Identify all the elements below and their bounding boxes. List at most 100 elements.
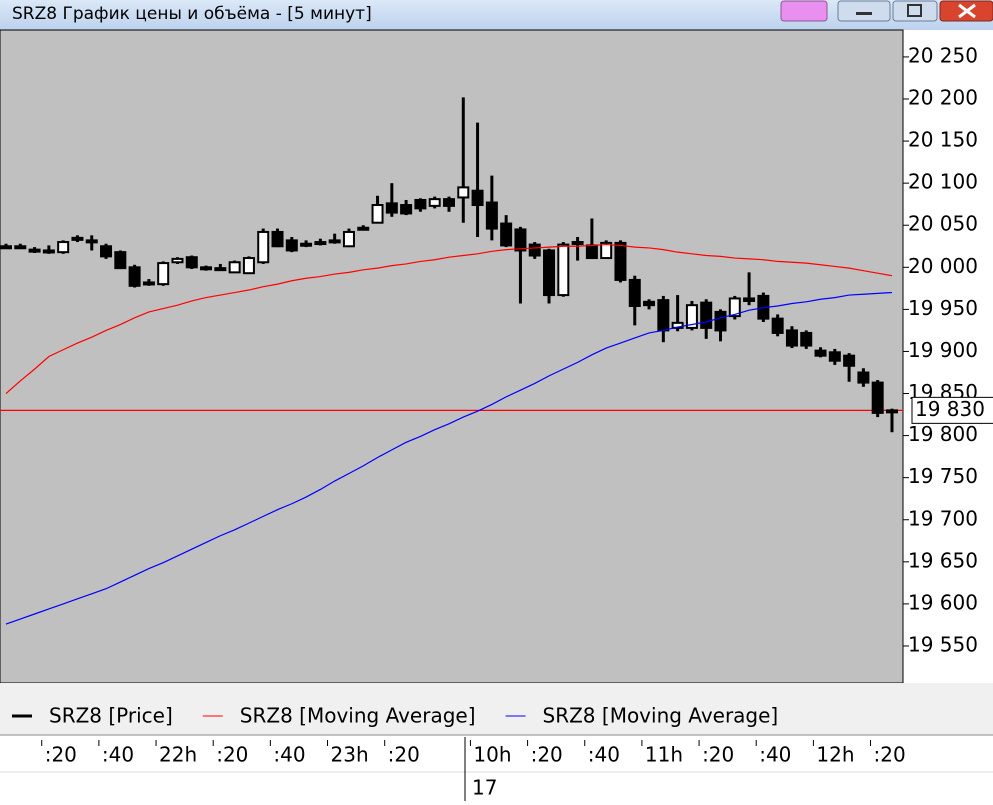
minimize-icon [856,12,872,15]
y-tick-label: 19 650 [908,548,978,572]
date-label: 17 [472,776,497,800]
maximize-button[interactable] [892,0,938,22]
candle-body [714,310,727,332]
candle-body [342,230,355,248]
candle-body [685,304,698,329]
maximize-icon [907,4,922,17]
candle-body [643,300,656,307]
minimize-button[interactable] [837,0,891,22]
candle-body [271,230,284,248]
candle-body [200,266,213,271]
candle-body [543,249,556,297]
y-tick-label: 19 800 [908,422,978,446]
candle-body [471,189,484,207]
candle-body [157,262,170,286]
candle-body [128,266,141,287]
x-tick-label: 11h [645,743,683,767]
candle-body [0,245,12,250]
candle-body [814,349,827,357]
candle-body [528,243,541,257]
candle-body [357,226,370,231]
candle-body [614,241,627,281]
legend-label: SRZ8 [Price] [49,704,173,728]
candle-body [428,198,441,207]
candle-body [285,239,298,252]
last-price-label: 19 830 [915,397,985,421]
y-tick-label: 19 550 [908,632,978,656]
candle-body [500,222,513,247]
candle-body [785,329,798,347]
y-tick-label: 20 050 [908,212,978,236]
candle-body [457,186,470,199]
candle-body [214,267,227,272]
candle-body [628,278,641,308]
candle-body [328,239,341,244]
candle-body [828,351,841,362]
candle-body [700,301,713,329]
x-tick-label: :20 [702,743,734,767]
x-tick-label: 22h [159,743,197,767]
candle-body [585,244,598,260]
y-tick-label: 19 950 [908,296,978,320]
candle-body [85,239,98,244]
candle-body [257,230,270,264]
candle-body [885,409,898,414]
candle-body [42,249,55,254]
candle-body [171,257,184,264]
candle-body [871,381,884,414]
legend-label: SRZ8 [Moving Average] [240,704,476,728]
candle-body [242,257,255,275]
candle-body [771,317,784,334]
y-tick-label: 20 100 [908,170,978,194]
x-tick-label: :40 [273,743,305,767]
y-tick-label: 20 200 [908,86,978,110]
close-icon [958,3,976,19]
candle-body [71,236,84,241]
y-tick-label: 19 700 [908,506,978,530]
x-tick-label: 23h [331,743,369,767]
candle-body [28,248,41,253]
legend-area [0,683,993,735]
candle-body [100,245,113,258]
candle-body [442,198,455,207]
candle-body [57,241,70,254]
x-tick-label: :40 [588,743,620,767]
candle-body [843,354,856,367]
candle-body [371,204,384,224]
candle-body [800,331,813,347]
candle-body [485,201,498,230]
y-tick-label: 19 600 [908,590,978,614]
candle-body [557,243,570,297]
y-tick-label: 19 900 [908,338,978,362]
x-tick-label: :40 [102,743,134,767]
legend-label: SRZ8 [Moving Average] [543,704,779,728]
candle-body [385,202,398,214]
candle-body [571,241,584,246]
moving-average-line [5,243,893,394]
candle-body [857,371,870,384]
candle-body [314,241,327,246]
moving-average-line [5,291,893,625]
candle-body [671,321,684,329]
candle-body [114,251,127,270]
x-tick-label: 10h [473,743,511,767]
candle-body [514,228,527,252]
y-tick-label: 20 150 [908,128,978,152]
candle-body [600,241,613,260]
window-title: SRZ8 График цены и объёма - [5 минут] [12,4,372,24]
x-tick-label: :20 [45,743,77,767]
plot-area [0,29,904,684]
link-button[interactable] [780,0,828,22]
x-tick-label: 12h [816,743,854,767]
candle-body [185,256,198,269]
candle-body [142,281,155,286]
x-tick-label: :20 [874,743,906,767]
candle-body [743,297,756,302]
candle-body [14,245,27,250]
candle-body [414,198,427,210]
x-tick-label: :20 [531,743,563,767]
y-tick-label: 20 000 [908,254,978,278]
candle-body [657,299,670,332]
